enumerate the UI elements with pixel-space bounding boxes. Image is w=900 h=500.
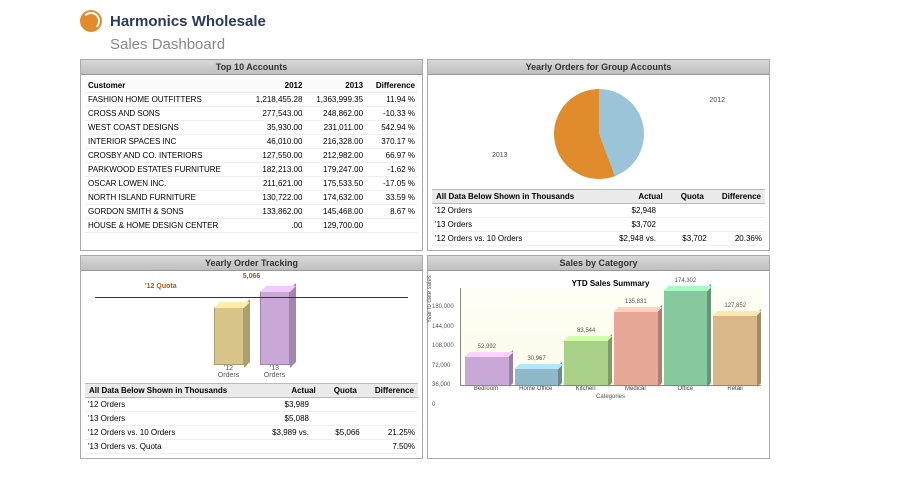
table-row: '13 Orders$5,088: [85, 412, 418, 426]
column-header: 2013: [305, 79, 366, 93]
logo-icon: [80, 10, 102, 32]
category-chart: YTD Sales Summary Year to date sales 52,…: [432, 275, 765, 405]
y-tick: 180,000: [432, 304, 454, 310]
category-bar: 135,831: [614, 311, 658, 385]
company-name: Harmonics Wholesale: [110, 13, 266, 30]
y-tick: 144,000: [432, 324, 454, 330]
table-row: '12 Orders vs. 10 Orders$2,948 vs.$3,702…: [432, 232, 765, 246]
summary-header: All Data Below Shown in Thousands Actual…: [432, 189, 765, 204]
panel-title: Top 10 Accounts: [81, 60, 422, 75]
table-row: NORTH ISLAND FURNITURE130,722.00174,632.…: [85, 191, 418, 205]
panel-top-accounts: Top 10 Accounts Customer20122013Differen…: [80, 59, 423, 251]
table-row: CROSBY AND CO. INTERIORS127,550.00212,98…: [85, 149, 418, 163]
pie-chart: 2012 2013: [432, 79, 765, 189]
panel-title: Sales by Category: [428, 256, 769, 271]
panel-title: Yearly Order Tracking: [81, 256, 422, 271]
y-axis-label: Year to date sales: [427, 275, 433, 323]
x-tick: Kitchen: [564, 386, 608, 392]
table-row: WEST COAST DESIGNS35,930.00231,011.00542…: [85, 121, 418, 135]
table-row: GORDON SMITH & SONS133,862.00145,468.008…: [85, 205, 418, 219]
column-header: Difference: [366, 79, 418, 93]
y-tick: 72,000: [432, 363, 450, 369]
x-tick: Office: [663, 386, 707, 392]
quota-line: [95, 297, 408, 298]
x-tick: Retail: [713, 386, 757, 392]
column-header: 2012: [245, 79, 306, 93]
table-row: '12 Orders vs. 10 Orders$3,989 vs.$5,066…: [85, 426, 418, 440]
category-bar: 174,302: [664, 290, 708, 385]
x-tick: Medical: [613, 386, 657, 392]
x-axis-label: Categories: [460, 394, 761, 400]
column-header: Customer: [85, 79, 245, 93]
table-row: INTERIOR SPACES INC46,010.00216,328.0037…: [85, 135, 418, 149]
header: Harmonics Wholesale: [80, 10, 770, 32]
panel-group-orders: Yearly Orders for Group Accounts 2012 20…: [427, 59, 770, 251]
table-row: '12 Orders$2,948: [432, 204, 765, 218]
tracking-summary-table: '12 Orders$3,989'13 Orders$5,088'12 Orde…: [85, 398, 418, 454]
table-row: FASHION HOME OUTFITTERS1,218,455.281,363…: [85, 93, 418, 107]
group-summary-table: '12 Orders$2,948'13 Orders$3,702'12 Orde…: [432, 204, 765, 246]
table-row: OSCAR LOWEN INC.211,621.00175,533.50-17.…: [85, 177, 418, 191]
table-row: '12 Orders$3,989: [85, 398, 418, 412]
y-tick: 108,000: [432, 343, 454, 349]
pie-label-2013: 2013: [492, 152, 508, 159]
table-row: '13 Orders vs. Quota7.50%: [85, 440, 418, 454]
table-row: PARKWOOD ESTATES FURNITURE182,213.00179,…: [85, 163, 418, 177]
panel-title: Yearly Orders for Group Accounts: [428, 60, 769, 75]
summary-header: All Data Below Shown in Thousands Actual…: [85, 383, 418, 398]
tracking-chart: 5,066 '12 Quota '12 Orders '13 Orders: [85, 275, 418, 379]
bar: [214, 307, 244, 365]
pie-label-2012: 2012: [709, 97, 725, 104]
panel-sales-category: Sales by Category YTD Sales Summary Year…: [427, 255, 770, 459]
category-bar: 52,992: [465, 356, 509, 385]
table-row: HOUSE & HOME DESIGN CENTER.00129,700.00: [85, 219, 418, 233]
top-accounts-table: Customer20122013Difference FASHION HOME …: [85, 79, 418, 233]
bar: [260, 291, 290, 365]
category-bar: 127,852: [713, 315, 757, 385]
table-row: '13 Orders$3,702: [432, 218, 765, 232]
x-tick: Bedroom: [464, 386, 508, 392]
page-title: Sales Dashboard: [110, 36, 770, 53]
panel-order-tracking: Yearly Order Tracking 5,066 '12 Quota '1…: [80, 255, 423, 459]
x-tick: Home Office: [514, 386, 558, 392]
y-tick: 0: [432, 402, 435, 408]
category-bar: 83,544: [564, 340, 608, 385]
category-bar: 30,967: [515, 368, 559, 385]
chart-title: YTD Sales Summary: [460, 279, 761, 288]
y-tick: 36,000: [432, 382, 450, 388]
table-row: CROSS AND SONS277,543.00248,862.00-10.33…: [85, 107, 418, 121]
